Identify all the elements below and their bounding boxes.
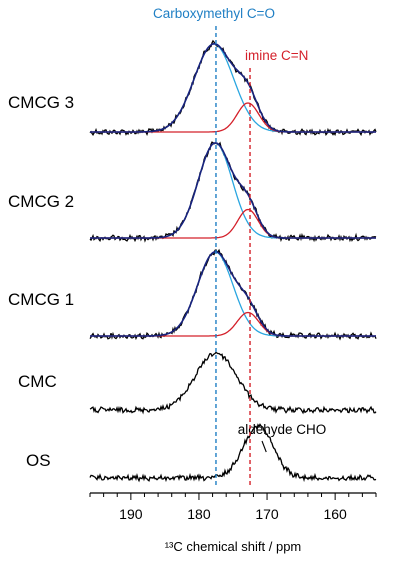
spectrum-cmcg-2-fit: [90, 142, 376, 239]
annotation-pointer-1: [261, 440, 267, 453]
series-label-cmcg-1: CMCG 1: [8, 290, 74, 309]
x-tick-label: 190: [119, 506, 143, 522]
spectrum-cmcg-1-component-1: [90, 251, 376, 337]
x-tick-label: 170: [255, 506, 279, 522]
reference-label-2: imine C=N: [245, 48, 308, 63]
spectrum-cmcg-1-component-2: [90, 311, 376, 337]
spectrum-cmcg-3-component-2: [90, 102, 376, 133]
series-label-os: OS: [26, 451, 51, 470]
spectrum-cmcg-2-component-1: [90, 142, 376, 239]
spectra-layer: CMCG 3 CMCG 2 CMCG 1 CMC OS aldehyde CHO: [8, 39, 377, 483]
spectrum-cmcg-1-fit: [90, 250, 376, 337]
x-axis-label: ¹³C chemical shift / ppm: [165, 539, 302, 554]
spectrum-cmc-trace: [89, 351, 377, 415]
spectrum-cmcg-2-component-2: [90, 208, 376, 239]
spectrum-cmcg-3-component-1: [90, 43, 376, 133]
spectrum-os-trace: [89, 423, 377, 483]
x-tick-label: 160: [323, 506, 347, 522]
series-label-cmc: CMC: [18, 372, 57, 391]
spectrum-cmcg-2-trace: [89, 141, 377, 243]
spectrum-cmcg-3-fit: [90, 43, 376, 133]
x-axis: 190 180 170 160: [89, 492, 377, 522]
series-label-cmcg-3: CMCG 3: [8, 93, 74, 112]
series-label-cmcg-2: CMCG 2: [8, 192, 74, 211]
annotation-label-1: aldehyde CHO: [238, 422, 327, 437]
reference-lines-layer: Carboxymethyl C=O imine C=N: [153, 6, 308, 485]
x-tick-label: 180: [187, 506, 211, 522]
reference-label-1: Carboxymethyl C=O: [153, 6, 275, 21]
spectrum-cmcg-1-trace: [89, 248, 377, 341]
